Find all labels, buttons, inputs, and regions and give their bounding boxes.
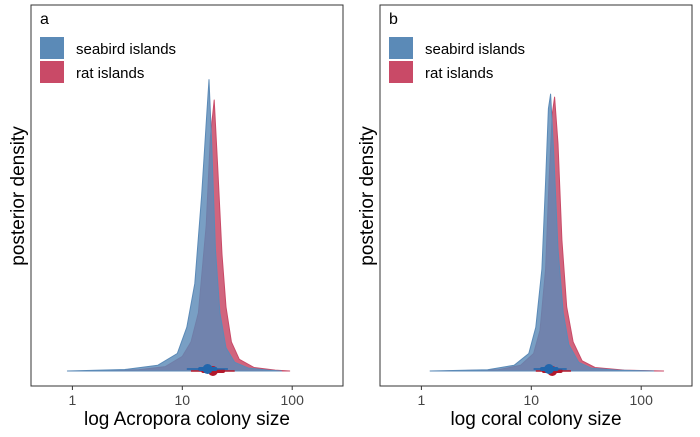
panel-a-y-axis-label: posterior density	[8, 126, 29, 266]
panel-b-interval-seabird-point	[544, 364, 554, 374]
panel-a-interval-seabird-point	[202, 364, 213, 374]
panel-a-frame	[30, 4, 344, 387]
panel-a-point-intervals	[186, 364, 235, 376]
panel-a-x-tick-label-100: 100	[281, 392, 305, 408]
panel-b-x-tick-label-1: 1	[418, 392, 426, 408]
panel-a-x-tick-label-10: 10	[175, 392, 191, 408]
panel-b-legend-swatch-rat	[389, 61, 413, 83]
panel-a-x-axis-label: log Acropora colony size	[84, 409, 290, 430]
panel-b-label: b	[389, 11, 398, 28]
panel-a-legend-label-rat: rat islands	[76, 65, 144, 82]
panel-b-density-areas	[429, 93, 665, 372]
panel-a: a 1 10 100 log Acropora colony size poster…	[8, 4, 344, 430]
panel-b-legend-swatch-seabird	[389, 37, 413, 59]
panel-b-legend-label-seabird: seabird islands	[425, 41, 525, 58]
panel-a-legend: seabird islands rat islands	[40, 37, 176, 83]
panel-b-x-axis-label: log coral colony size	[450, 409, 621, 430]
panel-b-density-seabird	[429, 93, 655, 372]
panel-b: b 1 10 100 log coral colony size posterior…	[357, 4, 693, 430]
panel-a-label: a	[40, 11, 49, 28]
panel-a-x-axis: 1 10 100	[69, 386, 305, 408]
panel-a-legend-label-seabird: seabird islands	[76, 41, 176, 58]
panel-b-legend-label-rat: rat islands	[425, 65, 493, 82]
panel-a-legend-swatch-rat	[40, 61, 64, 83]
panel-a-legend-swatch-seabird	[40, 37, 64, 59]
panel-b-point-intervals	[533, 364, 571, 376]
panel-b-y-axis-label: posterior density	[357, 126, 378, 266]
panel-a-x-tick-label-1: 1	[69, 392, 77, 408]
panel-a-density-areas	[66, 79, 291, 372]
panel-b-legend: seabird islands rat islands	[389, 37, 525, 83]
panel-b-x-tick-label-10: 10	[524, 392, 540, 408]
panel-b-x-tick-label-100: 100	[630, 392, 654, 408]
panel-a-density-seabird	[66, 79, 282, 372]
panel-b-x-axis: 1 10 100	[418, 386, 654, 408]
